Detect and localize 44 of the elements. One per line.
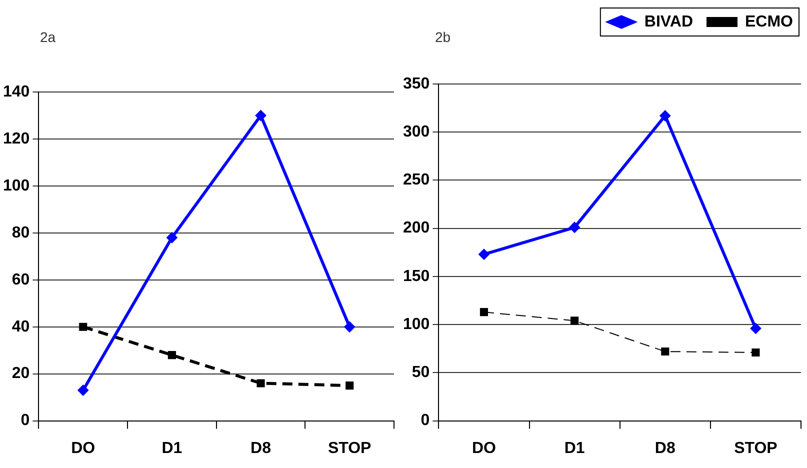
chart-title: 2a xyxy=(40,28,56,45)
y-tick-label: 50 xyxy=(412,364,430,382)
point xyxy=(78,384,89,396)
y-tick-label: 100 xyxy=(402,316,430,333)
point xyxy=(256,379,265,388)
y-tick-label: 250 xyxy=(402,172,430,189)
point xyxy=(752,348,760,357)
point xyxy=(660,110,671,122)
y-tick-label: 0 xyxy=(20,412,30,430)
y-tick-label: 100 xyxy=(2,177,30,194)
x-tick-label: D1 xyxy=(564,440,585,457)
x-tick-label: STOP xyxy=(734,440,778,457)
y-tick-label: 350 xyxy=(402,75,430,92)
point xyxy=(168,351,176,360)
y-tick-label: 20 xyxy=(12,365,30,382)
y-tick-label: 300 xyxy=(402,124,430,141)
y-tick-label: 150 xyxy=(402,268,430,285)
legend-label: ECMO xyxy=(745,13,793,30)
legend-label: BIVAD xyxy=(644,13,693,30)
y-tick-label: 140 xyxy=(2,83,30,100)
point xyxy=(344,321,356,332)
point xyxy=(346,382,354,390)
point xyxy=(661,347,670,356)
x-tick-label: D8 xyxy=(654,440,676,457)
x-tick-label: STOP xyxy=(328,440,372,457)
point xyxy=(478,248,490,260)
point xyxy=(79,322,88,331)
x-tick-label: D8 xyxy=(250,440,272,457)
x-tick-label: D1 xyxy=(162,440,182,457)
x-tick-label: DO xyxy=(71,440,96,457)
x-tick-label: DO xyxy=(472,440,496,457)
y-tick-label: 40 xyxy=(12,318,30,336)
point xyxy=(480,308,488,316)
point xyxy=(570,316,579,325)
point xyxy=(569,222,580,233)
y-tick-label: 0 xyxy=(420,412,430,430)
point xyxy=(255,110,266,121)
point xyxy=(166,232,178,244)
y-tick-label: 200 xyxy=(402,220,430,237)
y-tick-label: 80 xyxy=(12,224,30,242)
y-tick-label: 120 xyxy=(2,130,30,148)
chart-title: 2b xyxy=(435,28,451,45)
y-tick-label: 60 xyxy=(12,271,30,288)
point xyxy=(750,322,762,334)
